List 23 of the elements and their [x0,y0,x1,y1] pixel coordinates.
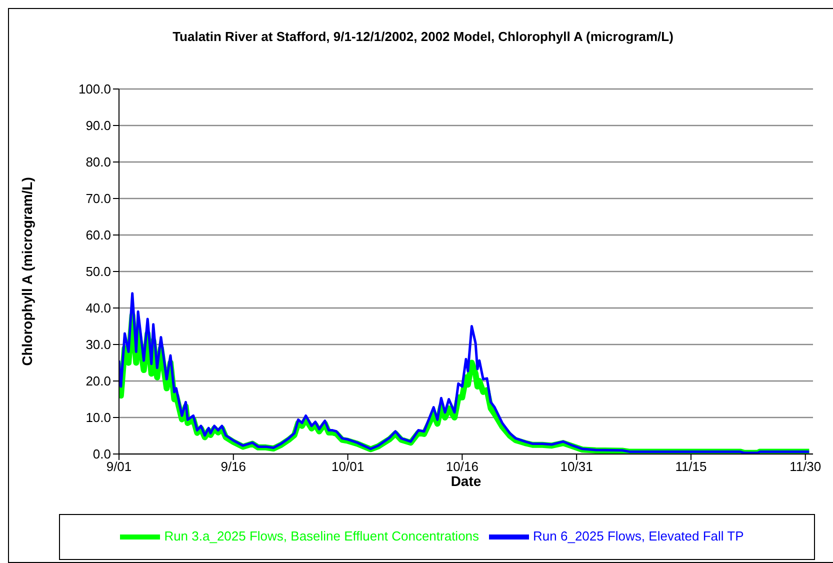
y-tick-label: 50.0 [86,264,111,280]
x-tick-label: 9/16 [220,459,246,474]
x-tick-label: 10/16 [446,459,478,474]
y-tick-label: 20.0 [86,374,111,389]
y-tick-label: 100.0 [78,82,111,97]
y-tick-label: 60.0 [86,228,111,243]
y-tick-label: 70.0 [86,191,111,206]
x-tick-label: 9/01 [106,459,132,474]
y-tick-label: 80.0 [86,154,111,170]
x-axis-title: Date [450,473,482,489]
x-tick-label: 10/01 [332,459,364,474]
y-tick-label: 40.0 [86,300,111,316]
x-tick-label: 11/30 [790,459,822,474]
x-tick-label: 10/31 [560,459,593,474]
legend-label: Run 3.a_2025 Flows, Baseline Effluent Concentrations [164,528,480,544]
y-tick-label: 90.0 [86,118,111,134]
chart-title: Tualatin River at Stafford, 9/1-12/1/2002, 2002 Model, Chlorophyll A (microgram/L) [172,28,674,46]
legend-label: Run 6_2025 Flows, Elevated Fall TP [533,528,744,544]
x-tick-label: 11/15 [675,459,707,474]
y-tick-label: 10.0 [86,410,111,426]
y-tick-label: 0.0 [92,446,111,462]
y-tick-label: 30.0 [86,337,111,352]
y-axis-title: Chlorophyll A (microgram/L) [18,177,35,366]
